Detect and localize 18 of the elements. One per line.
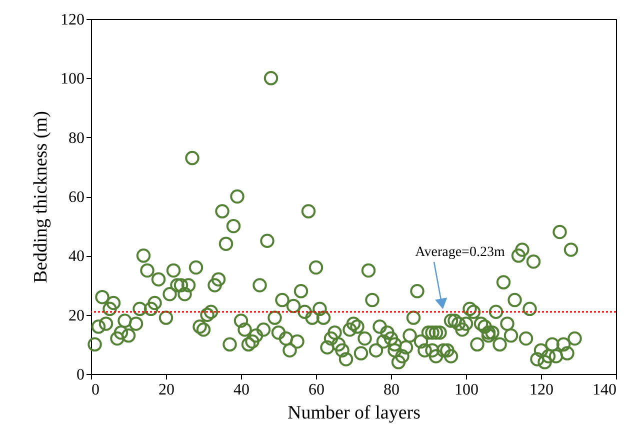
y-tick-label: 60 [68,189,84,206]
x-tick-label: 20 [158,382,174,398]
y-tick-label: 120 [60,12,84,28]
y-tick-label: 0 [76,366,84,384]
x-tick-label: 80 [384,382,400,398]
x-axis-title: Number of layers [288,402,420,424]
y-tick-label: 40 [68,248,84,266]
x-tick-label: 60 [308,382,324,398]
x-tick-label: 100 [454,382,478,398]
y-axis-title: Bedding thickness (m) [30,110,52,284]
x-tick-label: 0 [92,382,100,398]
x-tick-label: 120 [530,382,554,398]
x-tick-label: 40 [234,382,250,398]
annotation: Average=0.23m [415,244,505,260]
y-tick-label: 20 [68,307,84,324]
x-tick-label: 140 [592,382,616,398]
y-tick-label: 100 [60,70,84,88]
y-tick-label: 80 [68,130,84,147]
